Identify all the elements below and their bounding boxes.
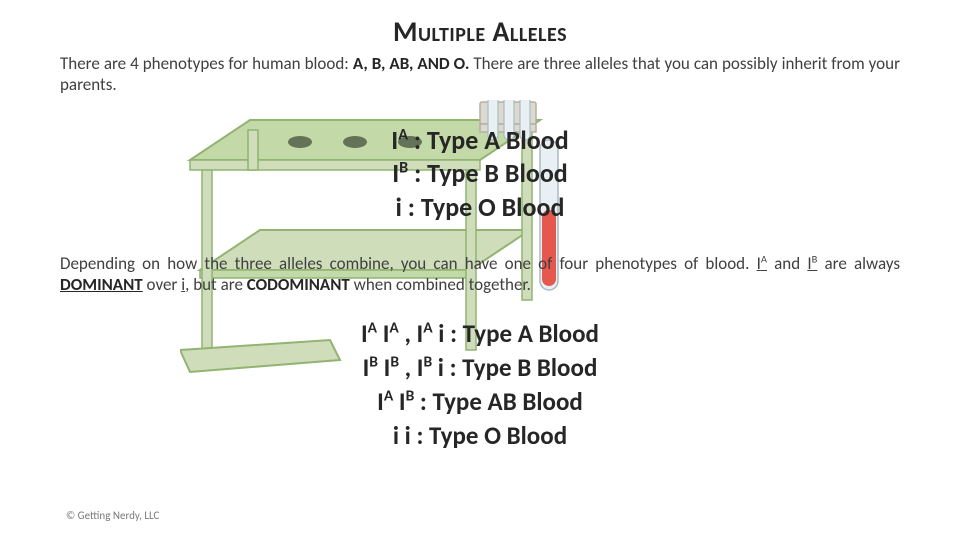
intro-phenotypes-bold: A, B, AB, AND O. [353, 53, 470, 74]
genotype-line-b: IB IB , IB i : Type B Blood [60, 351, 900, 385]
g4-text: i i : Type O Blood [393, 420, 567, 451]
allele-ia-sup: A [398, 125, 408, 144]
para2-ib: IB [807, 253, 817, 274]
para2-b: and [767, 253, 807, 274]
g3-i2: I [393, 386, 405, 417]
g2-s3: B [423, 353, 432, 372]
g3-s2: B [406, 387, 415, 406]
g2-i2: I [378, 352, 390, 383]
g1-i1: I [361, 318, 368, 349]
para2-e: , but are [185, 274, 247, 295]
g1-s1: A [368, 319, 377, 338]
allele-i-label: : Type O Blood [402, 191, 565, 223]
intro-paragraph: There are 4 phenotypes for human blood: … [60, 53, 900, 96]
g3-i1: I [377, 386, 384, 417]
allele-ib-label: : Type B Blood [408, 157, 568, 189]
g1-rest: i : Type A Blood [433, 318, 599, 349]
g1-mid: , I [399, 318, 423, 349]
g1-i2: I [377, 318, 389, 349]
allele-ia-label: : Type A Blood [408, 124, 569, 156]
intro-pre: There are 4 phenotypes for human blood: [60, 53, 353, 74]
para2-ia: IA [757, 253, 767, 274]
g2-rest: i : Type B Blood [432, 352, 597, 383]
g1-s3: A [423, 319, 432, 338]
genotype-line-a: IA IA , IA i : Type A Blood [60, 317, 900, 351]
para2-d: over [143, 274, 181, 295]
para2-codominant: CODOMINANT [247, 274, 350, 295]
page-title: Multiple Alleles [60, 14, 900, 49]
genotype-block: IA IA , IA i : Type A Blood IB IB , IB i… [60, 317, 900, 452]
g3-rest: : Type AB Blood [414, 386, 583, 417]
g2-s2: B [390, 353, 399, 372]
copyright-text: © Getting Nerdy, LLC [66, 509, 159, 522]
g3-s1: A [384, 387, 393, 406]
genotype-line-o: i i : Type O Blood [60, 419, 900, 453]
para2-dominant: DOMINANT [60, 274, 143, 295]
para2-a: Depending on how the three alleles combi… [60, 253, 757, 274]
allele-line-b: IB : Type B Blood [60, 157, 900, 191]
para2-c: are always [817, 253, 900, 274]
allele-line-o: i : Type O Blood [60, 191, 900, 225]
combination-paragraph: Depending on how the three alleles combi… [60, 253, 900, 296]
allele-key-block: IA : Type A Blood IB : Type B Blood i : … [60, 124, 900, 225]
para2-f: when combined together. [350, 274, 531, 295]
g2-s1: B [369, 353, 378, 372]
g2-mid: , I [399, 352, 423, 383]
allele-ib-sup: B [399, 159, 408, 178]
allele-line-a: IA : Type A Blood [60, 124, 900, 158]
genotype-line-ab: IA IB : Type AB Blood [60, 385, 900, 419]
g1-s2: A [389, 319, 398, 338]
